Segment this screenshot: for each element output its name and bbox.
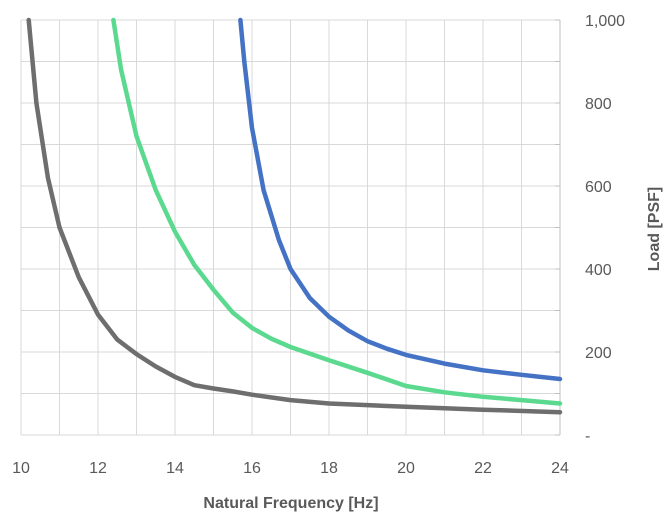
series-line-3 — [238, 17, 563, 382]
x-tick-label: 10 — [12, 460, 30, 477]
series-layer — [26, 17, 563, 415]
y-tick-label: 200 — [585, 345, 612, 362]
x-axis-title: Natural Frequency [Hz] — [203, 495, 378, 512]
x-tick-label: 20 — [397, 460, 415, 477]
y-tick-label: - — [585, 428, 590, 445]
series-line-2 — [111, 17, 563, 406]
x-tick-label: 24 — [551, 460, 569, 477]
series-line-1 — [26, 17, 563, 415]
y-tick-label: 600 — [585, 179, 612, 196]
x-tick-label: 18 — [320, 460, 338, 477]
x-tick-label: 16 — [243, 460, 261, 477]
y-axis-ticks: - 200 400 600 800 1,000 — [585, 13, 625, 445]
x-tick-label: 12 — [89, 460, 107, 477]
x-tick-label: 22 — [474, 460, 492, 477]
x-tick-label: 14 — [166, 460, 184, 477]
y-tick-label: 800 — [585, 96, 612, 113]
grid — [20, 19, 561, 436]
x-axis-ticks: 10 12 14 16 18 20 22 24 — [12, 460, 569, 477]
y-tick-label: 400 — [585, 262, 612, 279]
y-axis-title: Load [PSF] — [646, 187, 663, 271]
y-tick-label: 1,000 — [585, 13, 625, 30]
